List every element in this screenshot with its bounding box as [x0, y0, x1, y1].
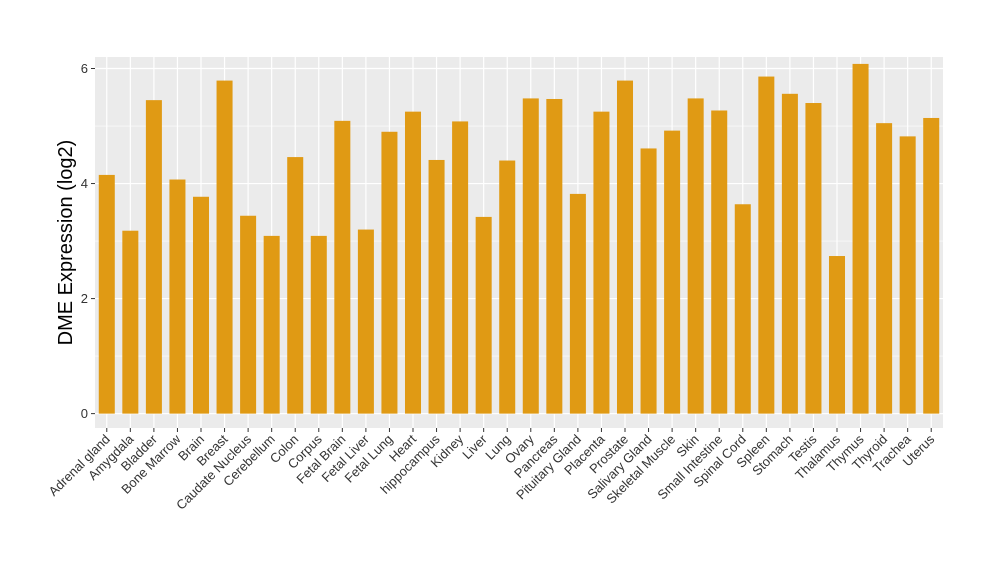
- bar-uterus: [923, 117, 940, 414]
- bar-thyroid: [876, 123, 893, 414]
- y-tick-label: 6: [81, 61, 88, 76]
- bar-stomach: [781, 93, 798, 414]
- bar-bladder: [145, 100, 162, 414]
- y-tick-label: 2: [81, 291, 88, 306]
- bar-corpus: [310, 235, 327, 414]
- bar-skin: [687, 98, 704, 414]
- bar-trachea: [899, 136, 916, 414]
- bar-spleen: [758, 76, 775, 414]
- bar-colon: [287, 157, 304, 414]
- bar-fetal-brain: [334, 120, 351, 414]
- bar-pituitary-gland: [569, 193, 586, 414]
- y-tick-label: 4: [81, 176, 88, 191]
- bar-lung: [499, 160, 516, 414]
- bar-bone-marrow: [169, 179, 186, 414]
- bar-pancreas: [546, 98, 563, 414]
- bar-thalamus: [828, 256, 846, 414]
- bar-hippocampus: [428, 159, 445, 414]
- bar-adrenal-gland: [98, 174, 115, 414]
- bar-breast: [216, 80, 233, 414]
- y-tick-label: 0: [81, 406, 88, 421]
- bar-fetal-lung: [381, 131, 398, 414]
- x-tick-label: Liver: [459, 431, 490, 462]
- y-axis: 0 2 4 6: [81, 61, 95, 421]
- bar-small-intestine: [711, 110, 728, 414]
- bar-heart: [404, 111, 422, 414]
- bar-caudate-nucleus: [240, 215, 257, 414]
- bar-cerebellum: [263, 235, 280, 414]
- bar-testis: [805, 103, 822, 414]
- bars: [98, 63, 940, 414]
- y-axis-title: DME Expression (log2): [55, 140, 77, 346]
- bar-kidney: [452, 121, 469, 414]
- bar-brain: [192, 196, 210, 414]
- bar-amygdala: [122, 230, 139, 414]
- bar-spinal-cord: [734, 204, 751, 414]
- bar-salivary-gland: [640, 148, 657, 414]
- bar-fetal-liver: [357, 229, 374, 414]
- plot-panel: [95, 57, 943, 428]
- bar-skeletal-muscle: [664, 130, 681, 414]
- bar-prostate: [616, 80, 634, 414]
- bar-ovary: [522, 98, 539, 414]
- bar-thymus: [852, 63, 869, 414]
- bar-liver: [475, 216, 492, 414]
- bar-placenta: [593, 111, 610, 414]
